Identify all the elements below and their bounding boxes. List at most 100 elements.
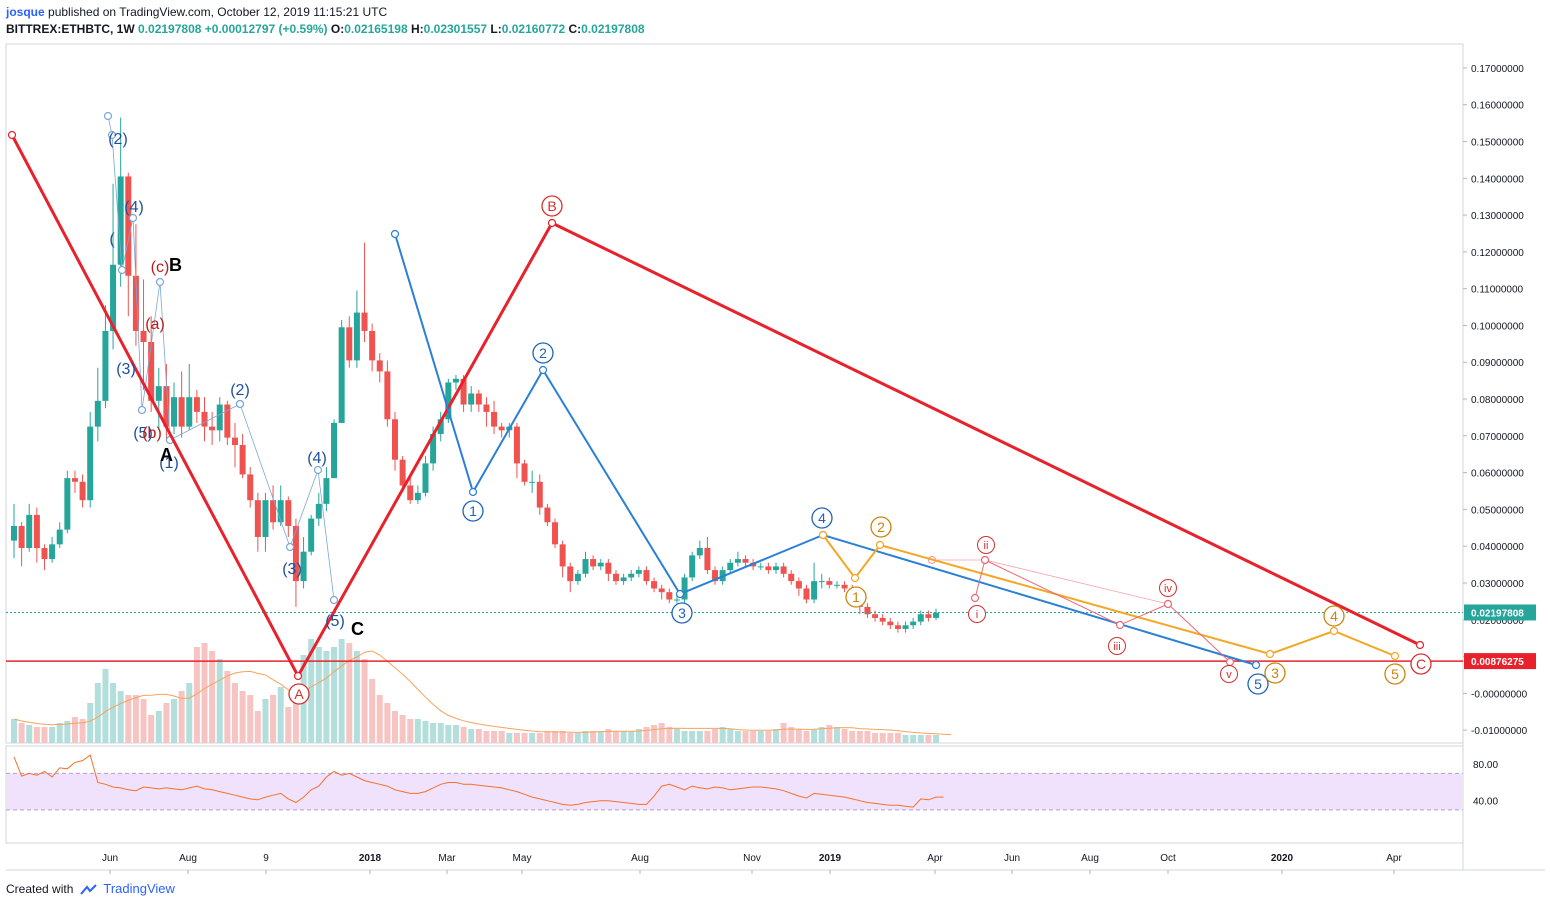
volume-bar	[529, 733, 536, 743]
volume-bar	[224, 671, 231, 743]
sub-wave-line-point	[235, 399, 245, 409]
volume-bar	[818, 727, 825, 743]
candle-body	[186, 397, 193, 427]
sub-wave-line-point	[107, 130, 117, 140]
candle-body	[704, 548, 711, 571]
footer: Created with TradingView	[6, 881, 175, 896]
orange-impulse-wave-point	[1265, 649, 1275, 659]
volume-bar	[559, 731, 566, 743]
wave-label-paren: (5)	[133, 425, 153, 442]
y-axis-tick-label: -0.01000000	[1471, 726, 1528, 737]
candle-body	[79, 481, 86, 501]
open-value: 0.02165198	[344, 22, 408, 36]
volume-bar	[856, 731, 863, 743]
volume-bar	[11, 719, 17, 743]
tradingview-brand-link[interactable]: TradingView	[103, 881, 175, 896]
volume-bar	[643, 727, 650, 743]
wave-label-roman-iv-circle	[1159, 579, 1177, 597]
candle-body	[498, 426, 505, 431]
y-axis-tick-label: 0.08000000	[1471, 395, 1524, 406]
y-axis-tick-label: 0.09000000	[1471, 358, 1524, 369]
volume-bar	[338, 639, 345, 743]
candle-body	[696, 548, 703, 556]
volume-bar	[209, 651, 216, 743]
candle-body	[894, 625, 901, 629]
candle-body	[712, 570, 719, 582]
candle-body	[117, 176, 124, 265]
volume-bar	[612, 731, 619, 743]
volume-bar	[902, 735, 909, 743]
candle-body	[94, 400, 101, 427]
volume-bar	[110, 683, 117, 743]
candle-body	[384, 371, 391, 420]
candle-body	[612, 573, 619, 582]
volume-bar	[506, 733, 513, 743]
candle-body	[201, 411, 208, 427]
wave-label-paren: (	[109, 231, 115, 248]
volume-bar	[323, 651, 330, 743]
candle-body	[864, 606, 871, 615]
x-axis-tick-label: Aug	[179, 853, 197, 864]
volume-bar	[765, 731, 772, 743]
sub-wave-line	[107, 115, 241, 441]
candle-body	[41, 548, 48, 560]
candle-body	[574, 573, 581, 582]
open-label: O:	[330, 22, 345, 36]
wave-label-bold-b: B	[169, 255, 182, 275]
publication-line: josque published on TradingView.com, Oct…	[6, 5, 387, 19]
rsi-line	[13, 754, 944, 808]
volume-bar	[71, 717, 78, 743]
volume-bar	[689, 731, 696, 743]
sub-wave-line-point	[285, 542, 295, 552]
candle-body	[666, 592, 673, 600]
volume-bar	[483, 731, 490, 743]
y-axis-tick-label: 0.17000000	[1471, 64, 1524, 75]
volume-bar	[552, 731, 559, 743]
sub-wave-line-point	[137, 405, 147, 415]
candle-body	[773, 566, 779, 571]
sub-wave-line-point	[313, 465, 323, 475]
wave-label-blue-2-circle	[532, 342, 554, 364]
candle-body	[826, 581, 833, 585]
volume-bar	[132, 695, 139, 743]
candle-body	[460, 378, 467, 405]
volume-bar	[163, 703, 170, 743]
x-axis-tick-label: 2018	[359, 853, 382, 864]
candle-body	[521, 463, 528, 482]
y-axis-tick-label: 0.04000000	[1471, 542, 1524, 553]
x-axis-tick-label: May	[513, 853, 532, 864]
support-price-badge	[1464, 653, 1536, 670]
volume-bar	[171, 699, 178, 743]
volume-bar	[270, 695, 277, 743]
candle-body	[193, 397, 200, 412]
candle-body	[673, 599, 680, 601]
candle-body	[635, 570, 642, 574]
candle-body	[590, 559, 597, 567]
volume-bar	[773, 729, 779, 743]
red-abc-wave	[10, 134, 1421, 680]
symbol-label: BITTREX:ETHBTC, 1W	[6, 22, 135, 36]
volume-bar	[590, 731, 597, 743]
wave-label-paren: (2)	[230, 382, 250, 399]
wave-label-bold-c: C	[351, 619, 364, 639]
volume-bar	[849, 731, 856, 743]
candle-body	[620, 577, 627, 582]
volume-bar	[414, 719, 421, 743]
candle-body	[795, 581, 802, 589]
candle-body	[925, 614, 932, 618]
volume-bar	[742, 731, 749, 743]
candle-body	[567, 566, 574, 582]
orange-impulse-wave-point	[818, 530, 828, 540]
y-axis-tick-label: 0.06000000	[1471, 469, 1524, 480]
candle-body	[338, 327, 345, 423]
volume-bar	[201, 643, 208, 743]
author-link[interactable]: josque	[6, 5, 45, 19]
x-axis-tick-label: 2019	[819, 853, 842, 864]
sub-wave-line-point	[128, 213, 138, 223]
candle-body	[887, 621, 894, 626]
candle-body	[513, 426, 520, 464]
y-axis-tick-label: 0.07000000	[1471, 432, 1524, 443]
x-axis-tick-label: Apr	[1386, 853, 1402, 864]
candle-body	[125, 176, 132, 276]
